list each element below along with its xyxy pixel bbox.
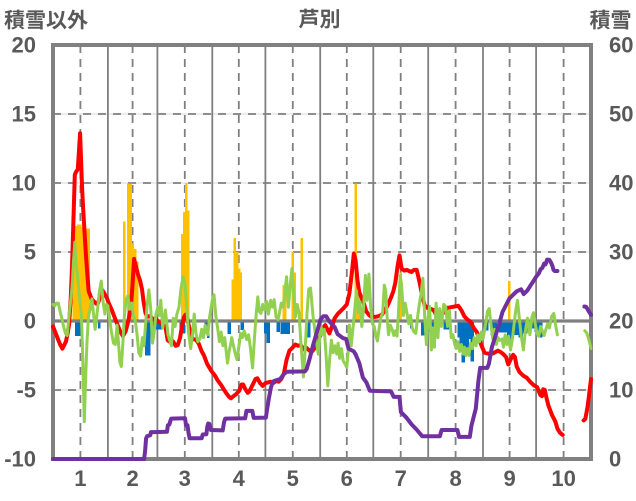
svg-text:6: 6 — [341, 466, 353, 491]
svg-text:30: 30 — [609, 240, 633, 265]
svg-text:4: 4 — [233, 466, 246, 491]
svg-text:10: 10 — [609, 378, 633, 403]
svg-text:0: 0 — [24, 309, 36, 334]
svg-text:2: 2 — [126, 466, 138, 491]
svg-text:10: 10 — [551, 466, 575, 491]
svg-text:1: 1 — [74, 466, 86, 491]
svg-text:8: 8 — [449, 466, 461, 491]
svg-text:20: 20 — [609, 309, 633, 334]
svg-text:-10: -10 — [4, 447, 36, 472]
svg-text:0: 0 — [609, 447, 621, 472]
svg-text:5: 5 — [24, 240, 36, 265]
svg-text:-5: -5 — [16, 378, 36, 403]
svg-text:10: 10 — [12, 171, 36, 196]
svg-text:50: 50 — [609, 102, 633, 127]
svg-text:60: 60 — [609, 33, 633, 58]
svg-text:5: 5 — [287, 466, 299, 491]
svg-text:15: 15 — [12, 102, 36, 127]
svg-text:40: 40 — [609, 171, 633, 196]
svg-text:9: 9 — [503, 466, 515, 491]
svg-text:20: 20 — [12, 33, 36, 58]
svg-text:7: 7 — [395, 466, 407, 491]
svg-text:3: 3 — [179, 466, 191, 491]
